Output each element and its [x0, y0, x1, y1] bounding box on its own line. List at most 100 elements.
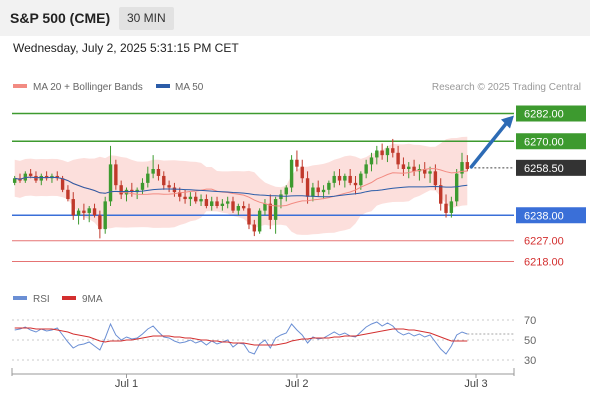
copyright-label: Research © 2025 Trading Central: [432, 82, 581, 93]
candle-body: [108, 164, 113, 202]
chart-legend: MA 20 + Bollinger Bands MA 50 Research ©…: [13, 82, 581, 93]
level-label-6270.00: 6270.00: [524, 136, 564, 148]
candle-body: [348, 175, 352, 183]
candle-body: [284, 187, 288, 195]
rsi-legend-swatch: [13, 296, 27, 300]
candle-body: [385, 148, 390, 156]
candle-body: [98, 215, 102, 230]
level-label-6282.00: 6282.00: [524, 109, 564, 121]
axis-label-Jul 2: Jul 2: [285, 378, 308, 390]
candle-body: [380, 150, 384, 156]
candle-body: [257, 210, 262, 232]
rsi-legend-label: RSI: [33, 294, 50, 305]
candle-body: [39, 175, 43, 181]
candle-body: [236, 206, 241, 211]
candle-body: [44, 175, 49, 179]
candle-body: [396, 152, 400, 165]
candle-body: [407, 166, 411, 169]
level-label-6227.00: 6227.00: [524, 236, 564, 248]
candle-body: [220, 203, 225, 206]
candle-body: [460, 162, 464, 174]
axis-label-Jul 3: Jul 3: [464, 378, 487, 390]
candle-body: [87, 208, 91, 213]
candle-body: [204, 199, 209, 206]
candle-body: [289, 159, 294, 188]
candle-body: [433, 171, 438, 186]
level-label-6258.50: 6258.50: [524, 163, 564, 175]
rsi-line: [14, 321, 468, 355]
candle-body: [343, 175, 347, 181]
ma50-legend-swatch: [156, 84, 170, 88]
candle-body: [412, 166, 416, 172]
axis-label-Jul 1: Jul 1: [115, 378, 138, 390]
candle-body: [273, 199, 278, 220]
candle-body: [103, 201, 107, 230]
candle-body: [327, 182, 331, 190]
candle-body: [231, 201, 235, 211]
level-label-6218.00: 6218.00: [524, 257, 564, 269]
candle-body: [199, 199, 203, 202]
candle-body: [28, 173, 33, 176]
candle-body: [391, 148, 395, 153]
candle-body: [183, 196, 187, 200]
price-panel: 6282.00 6270.00 6258.50 6238.00 6227.00 6218.…: [12, 105, 586, 269]
candle-body: [263, 203, 267, 211]
candle-body: [300, 166, 304, 179]
candle-body: [321, 189, 326, 193]
candle-body: [76, 210, 81, 216]
rsi-tick-70: 70: [524, 315, 536, 327]
candle-body: [151, 169, 155, 174]
candle-body: [279, 194, 283, 200]
candle-body: [215, 201, 219, 206]
candle-body: [439, 185, 443, 204]
candle-body: [305, 178, 310, 197]
candle-body: [156, 169, 161, 176]
level-tag-6282.00: [516, 105, 586, 122]
candle-body: [82, 210, 86, 213]
candle-body: [210, 201, 214, 206]
rsi-tick-50: 50: [524, 335, 536, 347]
candle-body: [71, 199, 75, 216]
bollinger-band-area: [14, 136, 468, 235]
candle-body: [295, 159, 299, 167]
candle-body: [311, 187, 315, 197]
rsi-tick-30: 30: [524, 355, 536, 367]
candle-body: [465, 162, 470, 169]
rsi-ma-legend-swatch: [62, 296, 76, 300]
candle-body: [423, 169, 427, 174]
candle-body: [124, 189, 129, 195]
candle-body: [12, 178, 17, 183]
candle-body: [167, 185, 171, 188]
candle-body: [92, 208, 97, 216]
candle-body: [135, 189, 139, 193]
candle-body: [252, 224, 257, 232]
candle-body: [369, 157, 374, 165]
candle-body: [247, 208, 251, 225]
candle-body: [364, 164, 368, 174]
instrument-title: S&P 500 (CME): [10, 10, 111, 26]
candle-body: [401, 164, 406, 169]
level-tag-6238.00: [516, 207, 586, 224]
forecast-arrow-head: [501, 115, 514, 129]
timeframe-button[interactable]: 30 MIN: [119, 7, 174, 30]
candle-body: [268, 203, 272, 220]
candle-body: [375, 150, 379, 158]
candle-body: [194, 196, 198, 202]
candle-body: [140, 182, 145, 190]
chart-datetime: Wednesday, July 2, 2025 5:31:15 PM CET: [13, 41, 239, 55]
candle-body: [359, 173, 363, 186]
time-axis: Jul 1 Jul 2 Jul 3: [11, 368, 515, 390]
candle-body: [332, 175, 336, 183]
candle-body: [188, 196, 193, 200]
candle-body: [60, 178, 65, 190]
forecast-arrow-line: [469, 120, 509, 169]
candle-body: [337, 175, 342, 181]
candle-body: [449, 201, 454, 213]
candle-body: [162, 175, 166, 186]
candle-body: [114, 164, 118, 186]
candle-body: [316, 187, 320, 193]
candle-body: [241, 206, 246, 209]
bollinger-legend-label: MA 20 + Bollinger Bands: [33, 82, 143, 93]
candle-body: [444, 203, 448, 213]
